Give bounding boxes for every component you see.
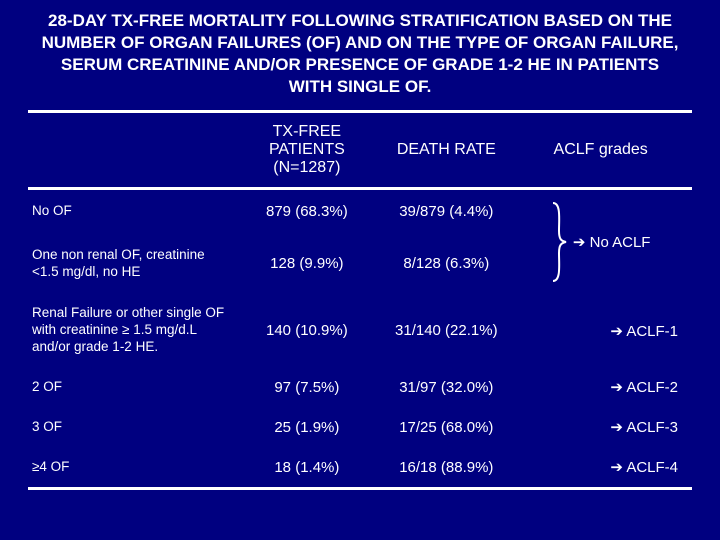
header-death-rate: DEATH RATE: [373, 112, 519, 189]
table-container: TX-FREE PATIENTS (N=1287) DEATH RATE ACL…: [0, 110, 720, 490]
row-death: 8/128 (6.3%): [373, 233, 519, 294]
row-death: 16/18 (88.9%): [373, 447, 519, 489]
row-death: 31/97 (32.0%): [373, 367, 519, 407]
header-txfree-l1: TX-FREE: [273, 123, 341, 140]
brace-wrap: ➔ No ACLF: [523, 201, 678, 283]
table-row: Renal Failure or other single OF with cr…: [28, 294, 692, 367]
row-label: 3 OF: [28, 407, 240, 447]
curly-brace-icon: [551, 201, 567, 283]
row-death: 39/879 (4.4%): [373, 189, 519, 233]
row-txfree: 128 (9.9%): [240, 233, 373, 294]
row-txfree: 25 (1.9%): [240, 407, 373, 447]
brace-label: ➔ No ACLF: [573, 233, 651, 251]
row-txfree: 140 (10.9%): [240, 294, 373, 367]
header-txfree-l2: PATIENTS: [269, 141, 345, 158]
table-row: No OF 879 (68.3%) 39/879 (4.4%) ➔ No ACL…: [28, 189, 692, 233]
row-txfree: 18 (1.4%): [240, 447, 373, 489]
page-title: 28-DAY TX-FREE MORTALITY FOLLOWING STRAT…: [0, 0, 720, 110]
header-aclf-grades: ACLF grades: [519, 112, 692, 189]
row-grade: ➔ ACLF-1: [519, 294, 692, 367]
table-row: 2 OF 97 (7.5%) 31/97 (32.0%) ➔ ACLF-2: [28, 367, 692, 407]
row-grade: ➔ ACLF-3: [519, 407, 692, 447]
row-label: One non renal OF, creatinine <1.5 mg/dl,…: [28, 233, 240, 294]
row-label: 2 OF: [28, 367, 240, 407]
row-txfree: 879 (68.3%): [240, 189, 373, 233]
table-header-row: TX-FREE PATIENTS (N=1287) DEATH RATE ACL…: [28, 112, 692, 189]
row-label: ≥4 OF: [28, 447, 240, 489]
row-death: 17/25 (68.0%): [373, 407, 519, 447]
row-death: 31/140 (22.1%): [373, 294, 519, 367]
row-label: No OF: [28, 189, 240, 233]
row-grade: ➔ ACLF-4: [519, 447, 692, 489]
row-label: Renal Failure or other single OF with cr…: [28, 294, 240, 367]
header-blank: [28, 112, 240, 189]
header-txfree: TX-FREE PATIENTS (N=1287): [240, 112, 373, 189]
table-row: 3 OF 25 (1.9%) 17/25 (68.0%) ➔ ACLF-3: [28, 407, 692, 447]
header-txfree-l3: (N=1287): [273, 159, 340, 176]
row-grade: ➔ ACLF-2: [519, 367, 692, 407]
row-txfree: 97 (7.5%): [240, 367, 373, 407]
table-row: ≥4 OF 18 (1.4%) 16/18 (88.9%) ➔ ACLF-4: [28, 447, 692, 489]
brace-no-aclf-cell: ➔ No ACLF: [519, 189, 692, 295]
mortality-table: TX-FREE PATIENTS (N=1287) DEATH RATE ACL…: [28, 110, 692, 490]
